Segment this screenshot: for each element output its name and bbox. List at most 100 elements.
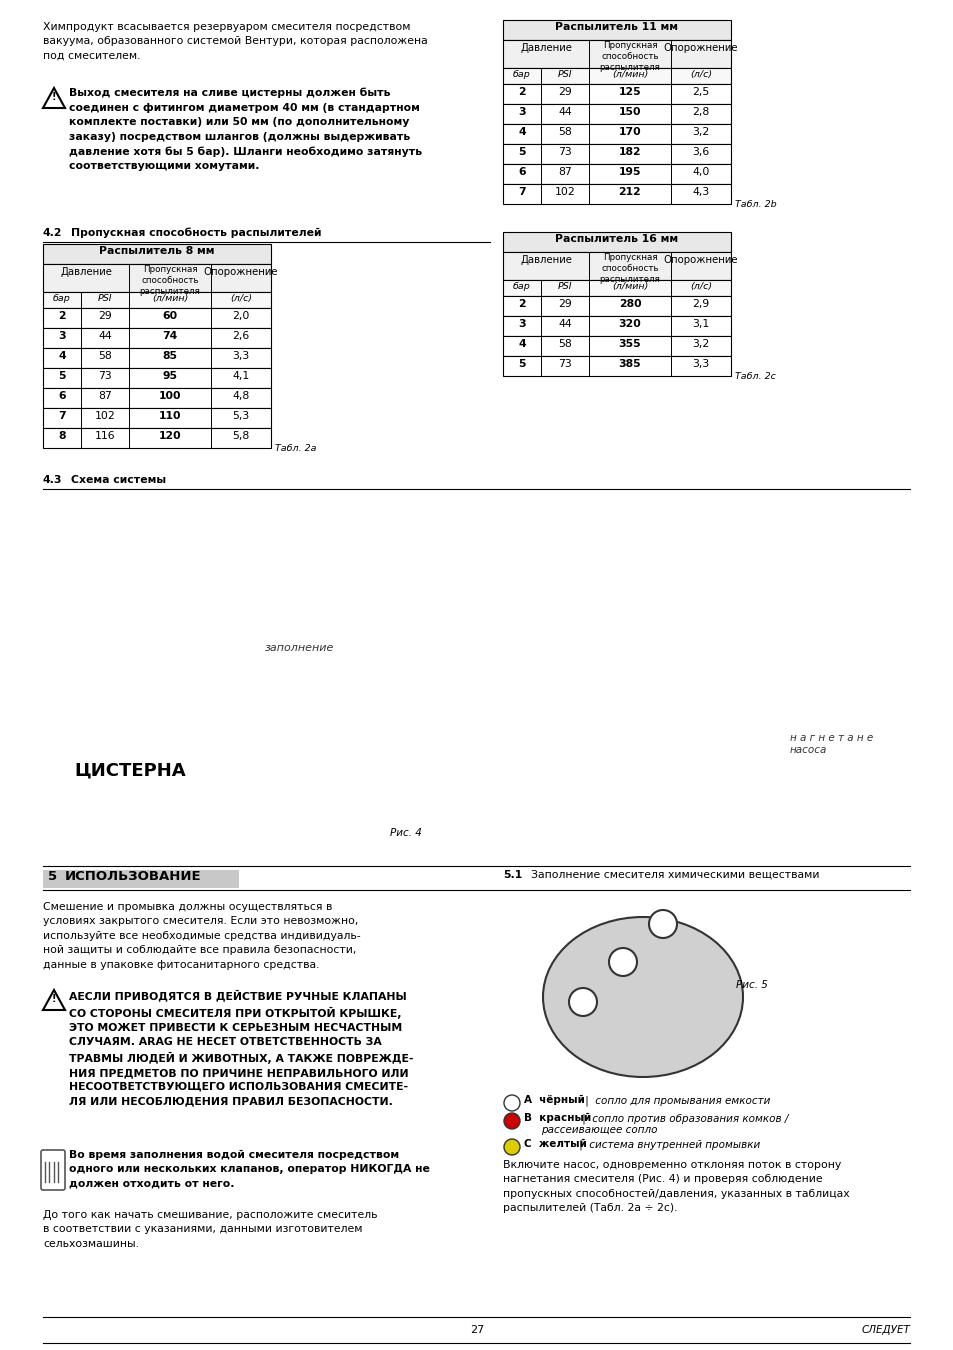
Text: |  сопло для промывания емкости: | сопло для промывания емкости [581, 1095, 770, 1106]
Text: 3: 3 [517, 107, 525, 117]
FancyBboxPatch shape [43, 292, 271, 308]
FancyBboxPatch shape [502, 144, 730, 163]
Text: 4.3: 4.3 [43, 475, 63, 485]
Text: 355: 355 [618, 339, 640, 350]
Text: Заполнение смесителя химическими веществами: Заполнение смесителя химическими веществ… [531, 869, 819, 880]
Text: Пропускная
способность
распылителя: Пропускная способность распылителя [598, 40, 659, 72]
Text: 73: 73 [98, 371, 112, 381]
Text: 58: 58 [558, 339, 571, 350]
FancyBboxPatch shape [502, 356, 730, 377]
Text: 7: 7 [517, 188, 525, 197]
FancyBboxPatch shape [43, 308, 271, 328]
Text: Табл. 2а: Табл. 2а [274, 444, 316, 454]
FancyBboxPatch shape [43, 328, 271, 348]
Text: Табл. 2b: Табл. 2b [734, 200, 776, 209]
Text: 2: 2 [58, 310, 66, 321]
Text: 4: 4 [517, 339, 525, 350]
Text: 100: 100 [158, 392, 181, 401]
Text: 58: 58 [558, 127, 571, 136]
Text: 150: 150 [618, 107, 640, 117]
Text: |  сопло против образования комков /: | сопло против образования комков / [578, 1112, 787, 1123]
Text: 212: 212 [618, 188, 640, 197]
Text: PSI: PSI [97, 294, 112, 302]
Text: B: B [618, 954, 626, 965]
Text: 280: 280 [618, 298, 640, 309]
Text: 6: 6 [517, 167, 525, 177]
Text: (л/мин): (л/мин) [611, 70, 647, 80]
Text: 3: 3 [517, 319, 525, 329]
Text: 44: 44 [558, 107, 571, 117]
FancyBboxPatch shape [502, 296, 730, 316]
Text: рассеивающее сопло: рассеивающее сопло [540, 1125, 657, 1135]
Text: бар: бар [513, 70, 530, 80]
Text: Распылитель 11 мм: Распылитель 11 мм [555, 22, 678, 32]
Text: 3: 3 [58, 331, 66, 342]
Text: (л/мин): (л/мин) [611, 282, 647, 292]
Text: Давление: Давление [519, 255, 572, 265]
Text: 8: 8 [58, 431, 66, 441]
Text: До того как начать смешивание, расположите смеситель
в соответствии с указаниями: До того как начать смешивание, расположи… [43, 1210, 377, 1249]
Text: Рис. 5: Рис. 5 [736, 980, 767, 990]
FancyBboxPatch shape [502, 104, 730, 124]
Text: 320: 320 [618, 319, 640, 329]
Text: В: В [508, 1115, 515, 1125]
Text: 5.1: 5.1 [502, 869, 521, 880]
FancyBboxPatch shape [43, 265, 271, 292]
Text: 29: 29 [558, 298, 571, 309]
Text: !: ! [51, 92, 56, 103]
Text: Опорожнение: Опорожнение [663, 255, 738, 265]
Text: 44: 44 [558, 319, 571, 329]
Text: А  чёрный: А чёрный [523, 1095, 584, 1106]
Text: 4,8: 4,8 [233, 392, 250, 401]
Text: н а г н е т а н е
насоса: н а г н е т а н е насоса [789, 733, 872, 755]
Text: СЛЕДУЕТ: СЛЕДУЕТ [861, 1324, 909, 1335]
FancyBboxPatch shape [502, 68, 730, 84]
Text: 116: 116 [94, 431, 115, 441]
Text: 5: 5 [517, 147, 525, 157]
Text: бар: бар [513, 282, 530, 292]
Text: 3,1: 3,1 [692, 319, 709, 329]
Text: 2: 2 [517, 86, 525, 97]
Text: 170: 170 [618, 127, 640, 136]
FancyBboxPatch shape [502, 279, 730, 296]
Text: Рис. 4: Рис. 4 [390, 828, 421, 838]
Text: (л/с): (л/с) [689, 282, 711, 292]
Text: 4.2: 4.2 [43, 228, 63, 238]
Text: 27: 27 [470, 1324, 483, 1335]
Text: PSI: PSI [558, 70, 572, 80]
Text: Опорожнение: Опорожнение [204, 267, 278, 277]
Circle shape [503, 1112, 519, 1129]
Text: 4: 4 [58, 351, 66, 360]
Text: 85: 85 [162, 351, 177, 360]
Text: 87: 87 [98, 392, 112, 401]
Text: 2: 2 [517, 298, 525, 309]
Text: 5: 5 [58, 371, 66, 381]
Text: ЦИСТЕРНА: ЦИСТЕРНА [74, 761, 186, 780]
Text: Смешение и промывка должны осуществляться в
условиях закрытого смесителя. Если э: Смешение и промывка должны осуществлятьс… [43, 902, 360, 969]
Text: Пропускная
способность
распылителя: Пропускная способность распылителя [139, 265, 200, 296]
Text: 4,0: 4,0 [692, 167, 709, 177]
Ellipse shape [542, 917, 742, 1077]
Text: 5,8: 5,8 [233, 431, 250, 441]
Text: 2,8: 2,8 [692, 107, 709, 117]
Text: Пропускная способность распылителей: Пропускная способность распылителей [71, 228, 321, 239]
Text: Пропускная
способность
распылителя: Пропускная способность распылителя [598, 252, 659, 285]
Text: 3,3: 3,3 [692, 359, 709, 369]
Text: С  желтый: С желтый [523, 1139, 586, 1149]
FancyBboxPatch shape [502, 84, 730, 104]
Text: 2,5: 2,5 [692, 86, 709, 97]
FancyBboxPatch shape [502, 232, 730, 252]
Text: 4,1: 4,1 [233, 371, 250, 381]
Text: 95: 95 [162, 371, 177, 381]
Text: 120: 120 [158, 431, 181, 441]
Circle shape [648, 910, 677, 938]
Text: 2,0: 2,0 [233, 310, 250, 321]
Text: Включите насос, одновременно отклоняя поток в сторону
нагнетания смесителя (Рис.: Включите насос, одновременно отклоняя по… [502, 1160, 849, 1214]
Text: Схема системы: Схема системы [71, 475, 166, 485]
FancyBboxPatch shape [502, 124, 730, 144]
Text: Давление: Давление [519, 43, 572, 53]
Text: 385: 385 [618, 359, 640, 369]
Text: 3,2: 3,2 [692, 339, 709, 350]
FancyBboxPatch shape [502, 184, 730, 204]
Text: (л/мин): (л/мин) [152, 294, 188, 302]
